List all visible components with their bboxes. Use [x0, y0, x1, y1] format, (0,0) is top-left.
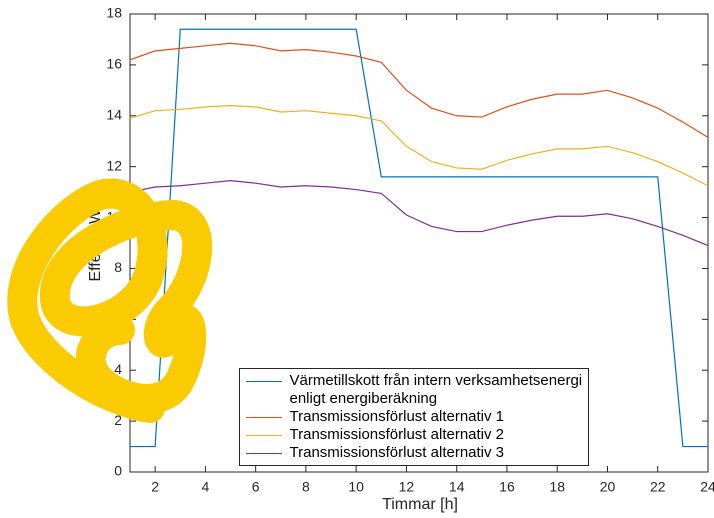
y-tick-label: 0: [114, 463, 122, 479]
x-axis-label: Timmar [h]: [382, 496, 458, 513]
y-tick-label: 16: [106, 56, 122, 72]
legend-swatch: [245, 453, 282, 454]
x-tick-label: 6: [252, 479, 260, 495]
y-tick-label: 6: [114, 310, 122, 326]
legend-entry: Transmissionsförlust alternativ 2: [245, 426, 583, 444]
series-line: [130, 28, 708, 448]
x-tick-label: 4: [201, 479, 209, 495]
x-tick-label: 22: [650, 479, 666, 495]
x-tick-label: 14: [449, 479, 465, 495]
y-tick-label: 2: [114, 412, 122, 428]
series-line: [129, 104, 709, 187]
legend-swatch: [245, 381, 282, 382]
y-tick-label: 10: [106, 208, 122, 224]
series-line: [129, 42, 709, 138]
legend-entry: Transmissionsförlust alternativ 1: [245, 408, 583, 426]
legend: Värmetillskott från intern verksamhetsen…: [238, 368, 590, 466]
legend-label: Transmissionsförlust alternativ 1: [289, 408, 505, 425]
series-line: [129, 180, 709, 247]
legend-swatch: [245, 417, 282, 418]
legend-entry: Transmissionsförlust alternativ 3: [245, 444, 583, 462]
y-tick-label: 12: [106, 157, 122, 173]
x-tick-label: 12: [399, 479, 415, 495]
x-tick-label: 8: [302, 479, 310, 495]
y-tick-label: 14: [106, 106, 122, 122]
x-tick-label: 24: [700, 479, 714, 495]
legend-label: Värmetillskott från intern verksamhetsen…: [289, 372, 583, 407]
y-tick-label: 8: [114, 259, 122, 275]
legend-entry: Värmetillskott från intern verksamhetsen…: [245, 372, 583, 408]
legend-label: Transmissionsförlust alternativ 2: [289, 426, 505, 443]
legend-swatch: [245, 435, 282, 436]
y-axis-label: Effekt [kW]: [87, 204, 104, 281]
x-tick-label: 16: [499, 479, 515, 495]
x-tick-label: 20: [600, 479, 616, 495]
x-tick-label: 2: [151, 479, 159, 495]
y-tick-label: 4: [114, 361, 122, 377]
legend-label: Transmissionsförlust alternativ 3: [289, 444, 505, 461]
x-tick-label: 10: [348, 479, 364, 495]
x-tick-label: 18: [549, 479, 565, 495]
y-tick-label: 18: [106, 5, 122, 21]
